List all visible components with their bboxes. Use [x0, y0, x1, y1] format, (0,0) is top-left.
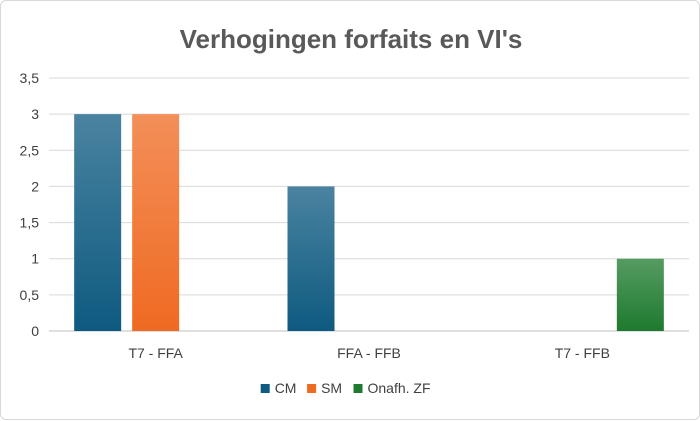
bar-onafh-zf-3 [616, 258, 664, 331]
y-axis-ticks: 0 0,5 1 1,5 2 2,5 3 3,5 [20, 70, 40, 339]
y-tick-label: 1,5 [20, 215, 40, 231]
legend-swatch [260, 384, 270, 393]
chart-title: Verhogingen forfaits en VI's [180, 24, 523, 54]
y-tick-label: 3 [31, 106, 39, 122]
y-tick-label: 1 [31, 251, 39, 267]
y-tick-label: 3,5 [20, 70, 40, 86]
x-axis-ticks: T7 - FFA FFA - FFB T7 - FFB [128, 345, 610, 361]
y-tick-label: 2 [31, 178, 39, 194]
y-tick-label: 0,5 [20, 287, 40, 303]
legend-label: Onafh. ZF [368, 380, 431, 396]
x-tick-label: FFA - FFB [337, 345, 401, 361]
x-tick-label: T7 - FFA [128, 345, 183, 361]
bar-cm-2 [287, 186, 335, 331]
legend-label: SM [321, 380, 342, 396]
legend-swatch [307, 384, 317, 393]
x-tick-label: T7 - FFB [555, 345, 610, 361]
bars [74, 114, 664, 332]
bar-cm-1 [74, 114, 122, 332]
legend: CM SM Onafh. ZF [260, 380, 431, 396]
legend-swatch [353, 384, 363, 393]
y-tick-label: 2,5 [20, 142, 40, 158]
bar-sm-1 [132, 114, 180, 332]
legend-label: CM [275, 380, 297, 396]
y-tick-label: 0 [31, 323, 39, 339]
